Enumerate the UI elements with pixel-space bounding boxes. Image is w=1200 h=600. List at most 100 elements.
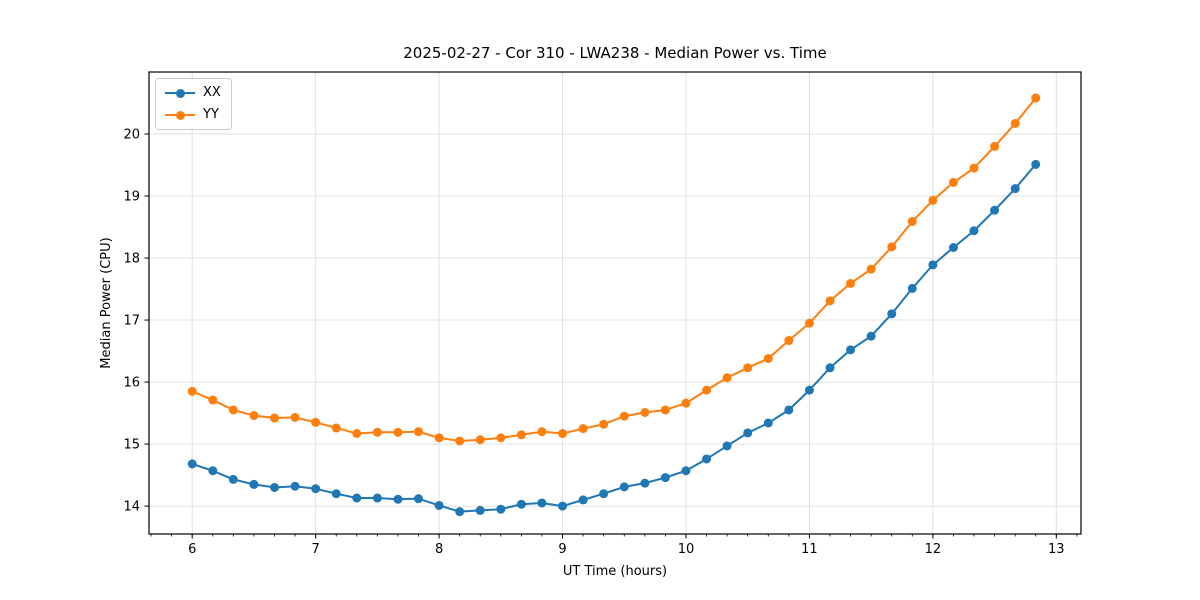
x-tick-label: 6 xyxy=(188,542,196,557)
data-point-yy xyxy=(537,427,547,437)
data-point-yy xyxy=(311,417,321,427)
x-tick-label: 11 xyxy=(801,542,818,557)
legend-marker-yy-icon xyxy=(165,110,195,120)
data-point-yy xyxy=(331,423,341,433)
data-point-xx xyxy=(825,363,835,373)
chart-title: 2025-02-27 - Cor 310 - LWA238 - Median P… xyxy=(403,44,827,62)
data-point-xx xyxy=(763,418,773,428)
data-point-yy xyxy=(990,141,1000,151)
data-point-yy xyxy=(804,318,814,328)
x-tick-label: 13 xyxy=(1048,542,1065,557)
legend-item-xx[interactable]: XX xyxy=(165,84,221,102)
data-point-xx xyxy=(208,466,218,476)
x-axis-label: UT Time (hours) xyxy=(562,564,668,579)
data-point-xx xyxy=(702,454,712,464)
data-point-xx xyxy=(434,500,444,510)
data-point-xx xyxy=(1010,184,1020,194)
data-point-yy xyxy=(393,427,403,437)
data-point-xx xyxy=(578,495,588,505)
data-point-xx xyxy=(290,481,300,491)
data-point-xx xyxy=(619,482,629,492)
x-tick-label: 8 xyxy=(435,542,443,557)
data-point-xx xyxy=(1031,159,1041,169)
data-point-yy xyxy=(290,412,300,422)
y-tick-label: 14 xyxy=(123,500,140,515)
data-point-yy xyxy=(558,429,568,439)
y-tick-label: 17 xyxy=(123,314,140,329)
data-point-xx xyxy=(311,484,321,494)
data-point-yy xyxy=(249,411,259,421)
data-point-yy xyxy=(599,419,609,429)
data-point-xx xyxy=(599,489,609,499)
data-point-xx xyxy=(743,428,753,438)
data-point-xx xyxy=(948,242,958,252)
data-point-yy xyxy=(907,216,917,226)
data-point-yy xyxy=(1010,118,1020,128)
data-point-xx xyxy=(660,473,670,483)
data-point-xx xyxy=(413,494,423,504)
data-point-yy xyxy=(681,398,691,408)
data-point-yy xyxy=(948,177,958,187)
data-point-xx xyxy=(784,405,794,415)
data-point-yy xyxy=(743,363,753,373)
data-point-xx xyxy=(681,466,691,476)
data-point-yy xyxy=(578,424,588,434)
legend-item-yy[interactable]: YY xyxy=(165,106,221,124)
y-tick-label: 20 xyxy=(123,128,140,143)
legend-marker-xx-icon xyxy=(165,88,195,98)
x-tick-label: 10 xyxy=(678,542,695,557)
data-point-xx xyxy=(928,260,938,270)
data-point-xx xyxy=(516,499,526,509)
data-point-xx xyxy=(352,493,362,503)
data-point-yy xyxy=(372,427,382,437)
data-point-yy xyxy=(1031,93,1041,103)
data-point-yy xyxy=(413,427,423,437)
data-point-xx xyxy=(372,493,382,503)
data-point-xx xyxy=(558,501,568,511)
data-point-yy xyxy=(702,385,712,395)
data-point-xx xyxy=(804,385,814,395)
x-tick-label: 9 xyxy=(558,542,566,557)
data-point-yy xyxy=(784,336,794,346)
data-point-xx xyxy=(990,205,1000,215)
data-point-yy xyxy=(187,386,197,396)
data-point-xx xyxy=(187,459,197,469)
data-point-yy xyxy=(928,195,938,205)
data-point-yy xyxy=(352,429,362,439)
x-tick-label: 7 xyxy=(312,542,320,557)
data-point-xx xyxy=(887,309,897,319)
data-point-yy xyxy=(496,433,506,443)
data-point-yy xyxy=(475,435,485,445)
plot-border xyxy=(148,71,1082,535)
y-tick-label: 16 xyxy=(123,376,140,391)
data-point-xx xyxy=(640,478,650,488)
data-point-xx xyxy=(866,331,876,341)
y-tick-label: 18 xyxy=(123,252,140,267)
legend[interactable]: XX YY xyxy=(155,78,232,130)
data-point-xx xyxy=(907,283,917,293)
data-point-yy xyxy=(825,296,835,306)
legend-label-yy: YY xyxy=(203,107,219,122)
series-line-xx xyxy=(191,163,1037,513)
data-point-yy xyxy=(455,436,465,446)
data-point-yy xyxy=(969,163,979,173)
y-tick-label: 19 xyxy=(123,190,140,205)
data-point-xx xyxy=(249,479,259,489)
series-line-yy xyxy=(191,97,1037,442)
data-point-xx xyxy=(228,474,238,484)
data-point-xx xyxy=(455,507,465,517)
data-point-yy xyxy=(208,395,218,405)
data-point-xx xyxy=(496,504,506,514)
data-point-xx xyxy=(722,441,732,451)
data-point-yy xyxy=(434,433,444,443)
y-tick-label: 15 xyxy=(123,438,140,453)
data-point-yy xyxy=(640,407,650,417)
data-point-yy xyxy=(516,430,526,440)
data-point-xx xyxy=(270,482,280,492)
data-point-xx xyxy=(846,345,856,355)
data-point-xx xyxy=(393,494,403,504)
data-point-yy xyxy=(660,405,670,415)
data-point-yy xyxy=(270,413,280,423)
